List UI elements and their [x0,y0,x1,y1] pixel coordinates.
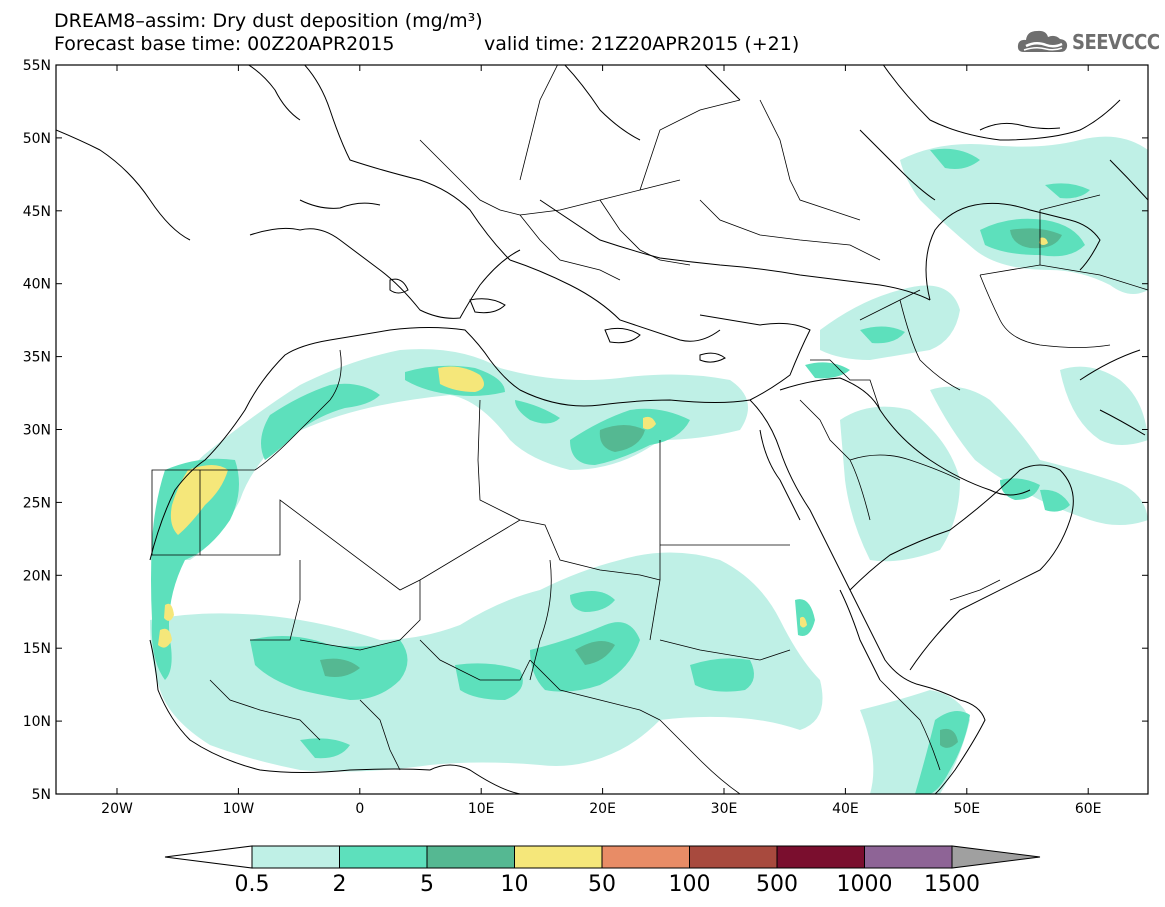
lat-label: 30N [23,423,51,439]
lon-label: 30E [711,801,738,817]
valid-time: valid time: 21Z20APR2015 (+21) [484,33,800,55]
colorbar-swatch [864,845,953,869]
lon-label: 40E [832,801,859,817]
lon-label: 20W [101,801,133,817]
lat-label: 10N [23,714,51,730]
lat-label: 50N [23,131,51,147]
colorbar-label: 1000 [837,872,893,897]
map-title: DREAM8–assim: Dry dust deposition (mg/m³… [54,10,483,32]
lat-label: 40N [23,277,51,293]
country-borders [151,65,1148,794]
lat-label: 5N [32,787,51,803]
lon-label: 60E [1075,801,1102,817]
lon-label: 50E [953,801,980,817]
lon-label: 10E [468,801,495,817]
colorbar-label: 2 [333,872,347,897]
colorbar-label: 0.5 [235,872,270,897]
forecast-base-time: Forecast base time: 00Z20APR2015 [54,33,395,55]
latitude-axis: 55N 50N 45N 40N 35N 30N 25N 20N 15N 10N 5N [23,58,1148,803]
seevccc-logo: SEEVCCC [1016,26,1160,56]
lon-label: 20E [589,801,616,817]
colorbar-label: 500 [756,872,798,897]
colorbar-swatch [689,845,778,869]
longitude-axis: 20W 10W 0 10E 20E 30E 40E 50E 60E [101,65,1102,817]
lat-label: 15N [23,641,51,657]
colorbar-label: 10 [501,872,529,897]
lon-label: 0 [355,801,364,817]
colorbar-swatch [601,845,690,869]
colorbar-lower-arrow [164,845,253,869]
colorbar-swatch [339,845,428,869]
colorbar-label: 100 [669,872,711,897]
lat-label: 20N [23,568,51,584]
cloud-icon [1017,30,1068,52]
colorbar-swatch [251,845,340,869]
dust-fields [150,136,1148,794]
colorbar-label: 5 [420,872,434,897]
lat-label: 35N [23,350,51,366]
lat-label: 25N [23,495,51,511]
coastlines [56,65,1148,794]
colorbar-swatch [514,845,603,869]
colorbar-label: 50 [588,872,616,897]
lat-label: 55N [23,58,51,74]
colorbar-upper-arrow [951,845,1041,869]
color-legend: 0.5 2 5 10 50 100 500 1000 1500 [164,845,1041,897]
lat-label: 45N [23,204,51,220]
colorbar-swatch [776,845,865,869]
colorbar-swatch [426,845,515,869]
lon-label: 10W [223,801,255,817]
colorbar-label: 1500 [924,872,980,897]
